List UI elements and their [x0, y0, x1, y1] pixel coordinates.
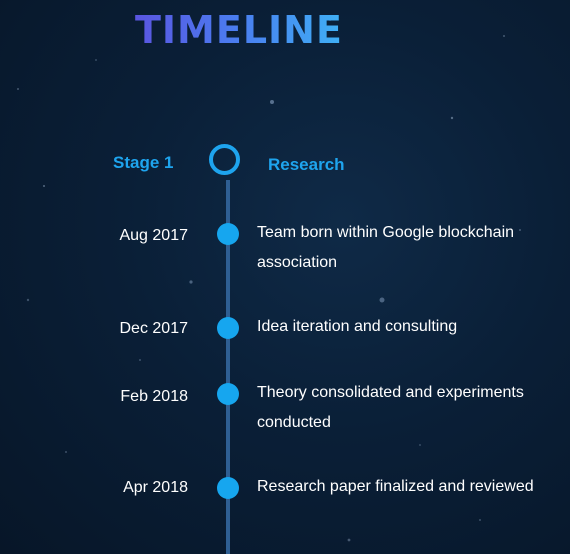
event-description: Research paper finalized and reviewed	[257, 478, 534, 495]
event-description: Idea iteration and consulting	[257, 318, 458, 335]
event-dot-icon	[217, 223, 239, 245]
event-date: Aug 2017	[119, 227, 188, 244]
event-date: Apr 2018	[123, 479, 188, 496]
event-date: Dec 2017	[119, 320, 189, 337]
event-description: Team born within Google blockchain assoc…	[257, 224, 515, 271]
stage-name: Research	[268, 155, 345, 174]
event-dot-icon	[217, 317, 239, 339]
event-description: Theory consolidated and experiments cond…	[257, 384, 524, 431]
stage-marker-icon	[209, 144, 240, 175]
event-date: Feb 2018	[120, 388, 188, 405]
timeline-line	[226, 180, 230, 554]
event-dot-icon	[217, 383, 239, 405]
page-title: TIMELINE	[135, 8, 343, 52]
event-dot-icon	[217, 477, 239, 499]
stage-label: Stage 1	[113, 153, 174, 172]
